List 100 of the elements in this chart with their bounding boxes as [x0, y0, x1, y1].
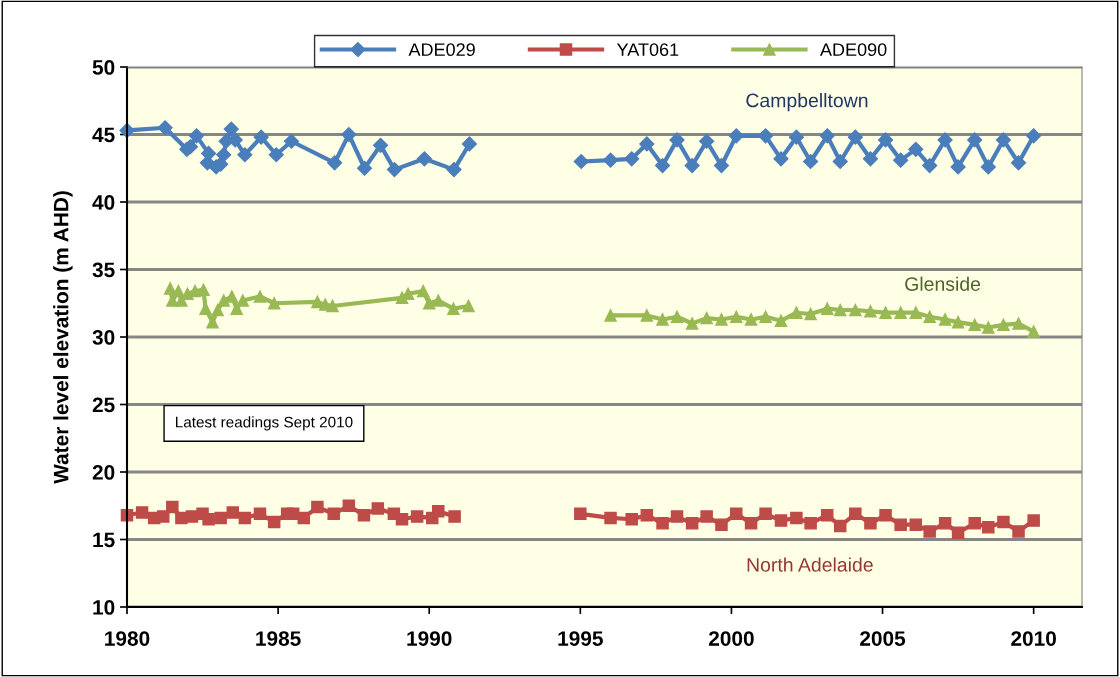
point: [685, 517, 699, 530]
point: [604, 309, 617, 322]
point: [759, 507, 772, 521]
point: [217, 294, 230, 307]
point: [923, 525, 936, 538]
point: [326, 299, 339, 313]
point: [214, 511, 227, 525]
point: [670, 310, 684, 324]
point: [774, 314, 788, 328]
point: [893, 152, 909, 168]
point: [982, 321, 995, 334]
point: [654, 157, 671, 174]
y-tick-label: 10: [93, 600, 115, 615]
point: [685, 317, 699, 330]
point: [625, 512, 638, 526]
point: [327, 507, 340, 521]
point: [283, 133, 299, 149]
point: [639, 136, 655, 152]
point: [226, 506, 240, 519]
point: [730, 507, 743, 521]
y-tick-label: 45: [92, 127, 115, 143]
point: [410, 510, 424, 523]
point: [157, 510, 170, 523]
point: [356, 160, 373, 176]
point: [862, 151, 879, 167]
point: [238, 511, 252, 525]
y-tick-label: 50: [92, 60, 115, 75]
point: [267, 515, 281, 529]
y-tick-label: 25: [92, 397, 115, 413]
point: [951, 526, 965, 540]
annotation: Glenside: [905, 276, 981, 291]
point: [997, 318, 1010, 332]
y-tick-label: 20: [92, 465, 115, 480]
x-tick-label: 1990: [407, 631, 452, 646]
point: [849, 507, 862, 521]
point: [995, 132, 1011, 148]
point: [602, 152, 619, 168]
y-tick-label: 15: [93, 532, 115, 548]
point: [833, 519, 847, 533]
x-tick-label: 1980: [105, 631, 150, 646]
point: [422, 296, 436, 310]
point: [909, 306, 923, 319]
legend-label: ADE090: [819, 43, 887, 57]
annotation: Latest readings Sept 2010: [176, 416, 353, 431]
point: [640, 508, 654, 522]
point: [157, 120, 173, 136]
point: [197, 283, 210, 297]
point: [371, 502, 385, 515]
point: [461, 136, 477, 152]
annotation: Campbelltown: [746, 93, 868, 112]
point: [163, 282, 177, 295]
point: [879, 508, 892, 522]
x-tick-label: 1985: [256, 631, 301, 646]
point: [877, 132, 894, 148]
point: [804, 517, 817, 530]
point: [216, 147, 232, 163]
point: [1026, 128, 1042, 144]
point: [656, 313, 669, 326]
point: [864, 517, 877, 530]
point: [230, 302, 243, 315]
point: [416, 151, 432, 167]
point: [1012, 317, 1025, 330]
point: [997, 515, 1010, 529]
x-tick-label: 2005: [860, 631, 906, 646]
point: [790, 511, 803, 525]
x-tick-label: 2010: [1011, 631, 1056, 646]
y-tick-label: 35: [92, 262, 115, 278]
point: [715, 518, 728, 531]
point: [372, 137, 389, 153]
point: [847, 129, 863, 145]
point: [1027, 514, 1040, 527]
y-tick-label: 40: [92, 195, 115, 210]
point: [341, 126, 357, 143]
point: [253, 290, 267, 303]
point: [206, 315, 219, 329]
point: [604, 511, 617, 525]
point: [744, 313, 758, 326]
point: [894, 518, 907, 531]
point: [386, 162, 403, 178]
point: [968, 517, 981, 530]
point: [432, 294, 445, 307]
point: [967, 132, 983, 148]
point: [1027, 325, 1040, 338]
point: [938, 313, 952, 326]
point: [804, 307, 817, 321]
point: [1012, 525, 1025, 538]
point: [297, 511, 311, 525]
y-axis-title: Water level elevation (m AHD): [53, 191, 73, 484]
point: [447, 302, 460, 315]
point: [728, 128, 744, 144]
point: [656, 517, 669, 530]
point: [923, 310, 936, 324]
point: [624, 151, 640, 167]
point: [759, 310, 772, 324]
point: [937, 132, 953, 148]
point: [950, 159, 966, 175]
point: [267, 296, 281, 310]
point: [790, 306, 803, 319]
point: [833, 303, 847, 317]
point: [1010, 155, 1027, 171]
